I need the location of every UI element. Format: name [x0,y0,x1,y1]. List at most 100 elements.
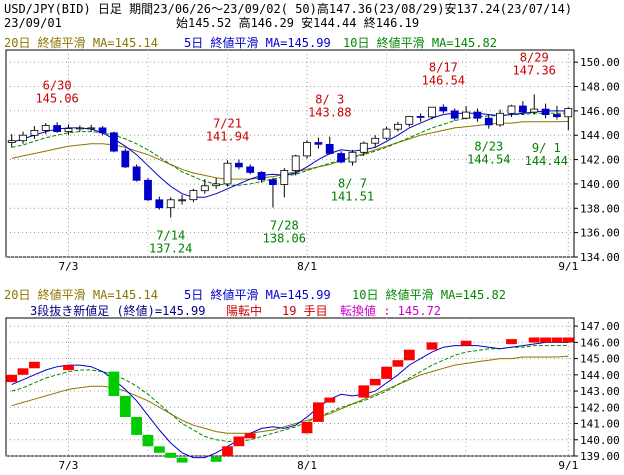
top-plot-frame [5,49,575,258]
annotation-date: 8/23 [474,140,503,154]
legend-ma20-bottom: 20日 終値平滑 MA=145.14 [4,288,158,302]
brick-up [540,337,551,343]
annotation-date: 8/17 [429,60,458,74]
top-ytick-label: 140.00 [580,178,620,191]
brick-up [460,340,472,346]
candle-body [439,106,448,112]
candle-body [200,185,209,192]
candle-body [121,150,130,168]
candle-body [212,183,221,187]
brick-up [301,421,313,434]
annotation-value: 141.51 [331,190,374,204]
bottom-ytick-label: 143.00 [580,385,620,398]
brick-up [233,436,245,447]
bottom-ytick-label: 142.00 [580,401,620,414]
brick-up [426,342,438,350]
bottom-ytick-label: 144.00 [580,369,620,382]
candle-body [496,112,505,126]
brick-up [17,368,29,375]
annotation-value: 141.94 [206,129,249,143]
candle-body [541,108,550,115]
candle-body [110,132,118,152]
candle-body [382,128,391,139]
top-ytick-label: 148.00 [580,81,620,94]
candle-body [246,166,255,173]
annotation-date: 8/ 7 [338,177,367,191]
annotation-date: 8/29 [520,50,549,64]
top-ytick-label: 138.00 [580,202,620,215]
candle-body [98,127,107,134]
candle-body [564,108,573,118]
sanbon-count: 19 手目 [282,304,328,318]
brick-up [562,337,574,343]
top-ytick-label: 142.00 [580,154,620,167]
brick-down [165,452,177,458]
sanbon-reversal: 転換値 : 145.72 [340,304,442,318]
brick-down [131,417,142,435]
bottom-ytick-label: 145.00 [580,353,620,366]
brick-up [324,397,336,403]
annotation-date: 9/ 1 [532,141,561,155]
sanbon-label: 3段抜き新値足 (終値)=145.99 [30,304,206,318]
top-xtick-label: 7/3 [59,260,79,273]
annotation-date: 7/14 [156,229,185,243]
bottom-ytick-label: 147.00 [580,320,620,333]
candle-body [268,179,277,185]
bottom-xtick-label: 8/1 [297,459,317,472]
candle-body [428,106,436,118]
top-ma20-line [11,120,569,180]
candle-body [178,199,187,202]
brick-up [381,366,392,379]
brick-down [176,457,188,463]
candle-body [257,171,266,181]
candle-body [530,108,539,113]
annotation-value: 144.44 [525,154,568,168]
top-ytick-label: 150.00 [580,56,620,69]
annotation-value: 137.24 [149,242,192,256]
candle-body [450,110,459,119]
brick-up [551,337,563,343]
candle-body [291,155,300,171]
candle-body [41,125,50,131]
legend-ma10-bottom: 10日 終値平滑 MA=145.82 [352,288,506,302]
top-ytick-label: 146.00 [580,105,620,118]
candle-body [155,199,164,209]
candle-body [7,140,16,143]
bottom-ytick-label: 139.00 [580,450,620,463]
candle-body [325,143,334,154]
brick-up [369,378,381,386]
bottom-ma10-line [11,344,569,442]
annotation-date: 7/21 [213,116,242,130]
candle-body [189,190,198,201]
annotation-value: 144.54 [467,153,510,167]
brick-down [154,446,165,453]
bottom-xtick-label: 7/3 [59,459,79,472]
brick-up [29,361,40,369]
candle-body [280,170,289,185]
bottom-ytick-label: 146.00 [580,336,620,349]
annotation-value: 146.54 [422,73,465,87]
candle-body [507,105,516,114]
brick-up [528,337,540,343]
brick-down [108,371,120,396]
chart-header-date: 23/09/01 [4,16,62,30]
candle-body [75,127,84,130]
brick-up [63,365,74,371]
top-ytick-label: 136.00 [580,227,620,240]
brick-down [210,456,222,462]
annotation-value: 143.88 [308,106,351,120]
candle-body [393,123,402,130]
brick-up [392,360,404,367]
candle-body [234,162,243,168]
brick-down [142,434,154,447]
bottom-ytick-label: 141.00 [580,418,620,431]
bottom-ma20-line [11,355,569,434]
brick-up [313,402,324,422]
top-ytick-label: 134.00 [580,251,620,264]
candle-body [144,179,152,201]
candle-body [405,116,414,125]
bottom-ytick-label: 140.00 [580,434,620,447]
top-ytick-label: 144.00 [580,129,620,142]
